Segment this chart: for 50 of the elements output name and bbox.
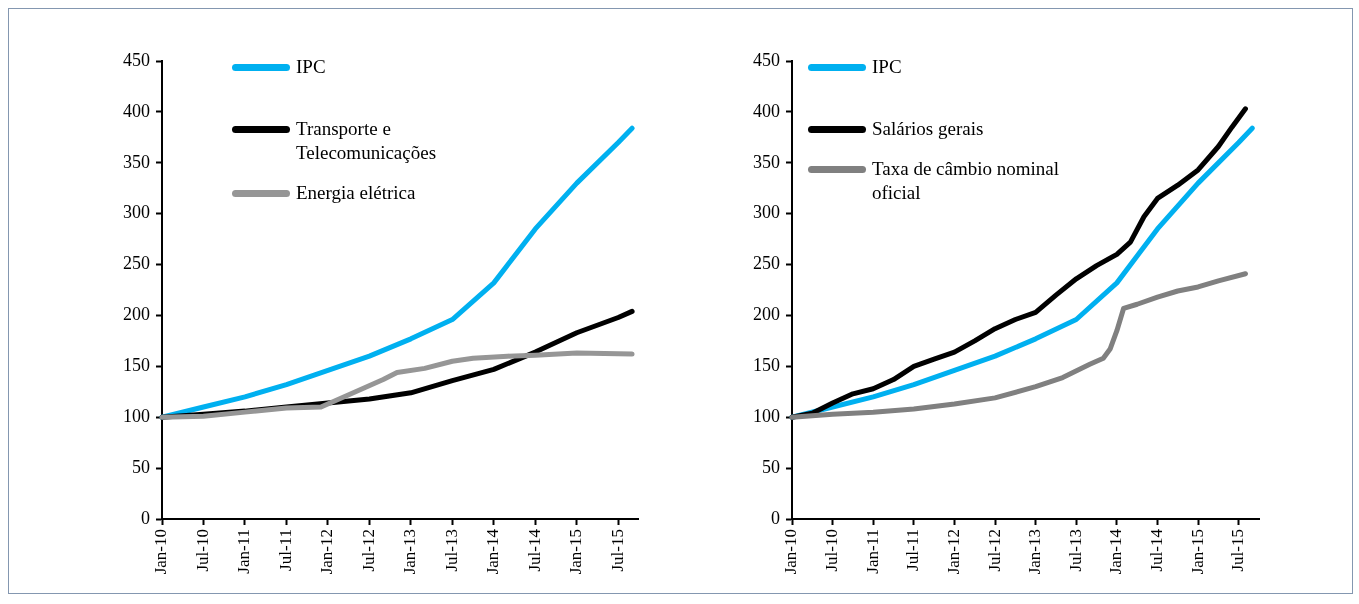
x-tick-label: Jul-13 [1065, 529, 1085, 572]
y-tick-label: 50 [762, 456, 780, 477]
x-tick-label: Jul-11 [903, 529, 923, 571]
x-tick-label: Jul-10 [822, 529, 842, 572]
x-tick-label: Jul-11 [275, 529, 295, 571]
y-tick-label: 450 [753, 49, 780, 70]
y-tick-label: 100 [753, 405, 780, 426]
x-tick-label: Jul-12 [358, 529, 378, 572]
x-tick-label: Jan-14 [483, 528, 503, 575]
legend-label: Taxa de câmbio nominal oficial [872, 157, 1061, 205]
x-tick-label: Jan-10 [781, 529, 801, 575]
y-tick-label: 200 [753, 304, 780, 325]
x-tick-label: Jul-14 [1146, 528, 1166, 572]
x-tick-label: Jul-15 [607, 529, 627, 572]
legend-label: Energia elétrica [296, 181, 417, 205]
legend-label: Transporte e Telecomunicações [296, 117, 438, 165]
y-tick-label: 150 [753, 355, 780, 376]
x-tick-label: Jul-15 [1228, 529, 1248, 572]
x-tick-label: Jan-11 [234, 529, 254, 574]
y-tick-label: 350 [123, 151, 150, 172]
x-tick-label: Jul-12 [984, 529, 1004, 572]
y-tick-label: 0 [141, 507, 150, 528]
y-tick-label: 300 [123, 202, 150, 223]
y-tick-label: 450 [123, 49, 150, 70]
y-tick-label: 350 [753, 151, 780, 172]
legend-label: IPC [872, 55, 903, 79]
y-tick-label: 250 [753, 253, 780, 274]
y-tick-label: 200 [123, 304, 150, 325]
y-tick-label: 400 [123, 100, 150, 121]
x-tick-label: Jan-15 [566, 529, 586, 575]
x-tick-label: Jan-15 [1187, 529, 1207, 575]
y-tick-label: 100 [123, 405, 150, 426]
x-tick-label: Jan-11 [862, 529, 882, 574]
legend-label: IPC [296, 55, 327, 79]
x-tick-label: Jan-14 [1106, 528, 1126, 575]
x-tick-label: Jan-12 [317, 529, 337, 575]
y-tick-label: 50 [132, 456, 150, 477]
x-tick-label: Jan-13 [1025, 529, 1045, 575]
x-tick-label: Jul-10 [192, 529, 212, 572]
x-tick-label: Jul-14 [524, 528, 544, 572]
x-tick-label: Jul-13 [441, 529, 461, 572]
y-tick-label: 300 [753, 202, 780, 223]
x-tick-label: Jan-10 [151, 529, 171, 575]
y-tick-label: 150 [123, 355, 150, 376]
y-tick-label: 250 [123, 253, 150, 274]
y-tick-label: 400 [753, 100, 780, 121]
legend-label: Salários gerais [872, 117, 985, 141]
y-tick-label: 0 [771, 507, 780, 528]
x-tick-label: Jan-13 [400, 529, 420, 575]
x-tick-label: Jan-12 [943, 529, 963, 575]
